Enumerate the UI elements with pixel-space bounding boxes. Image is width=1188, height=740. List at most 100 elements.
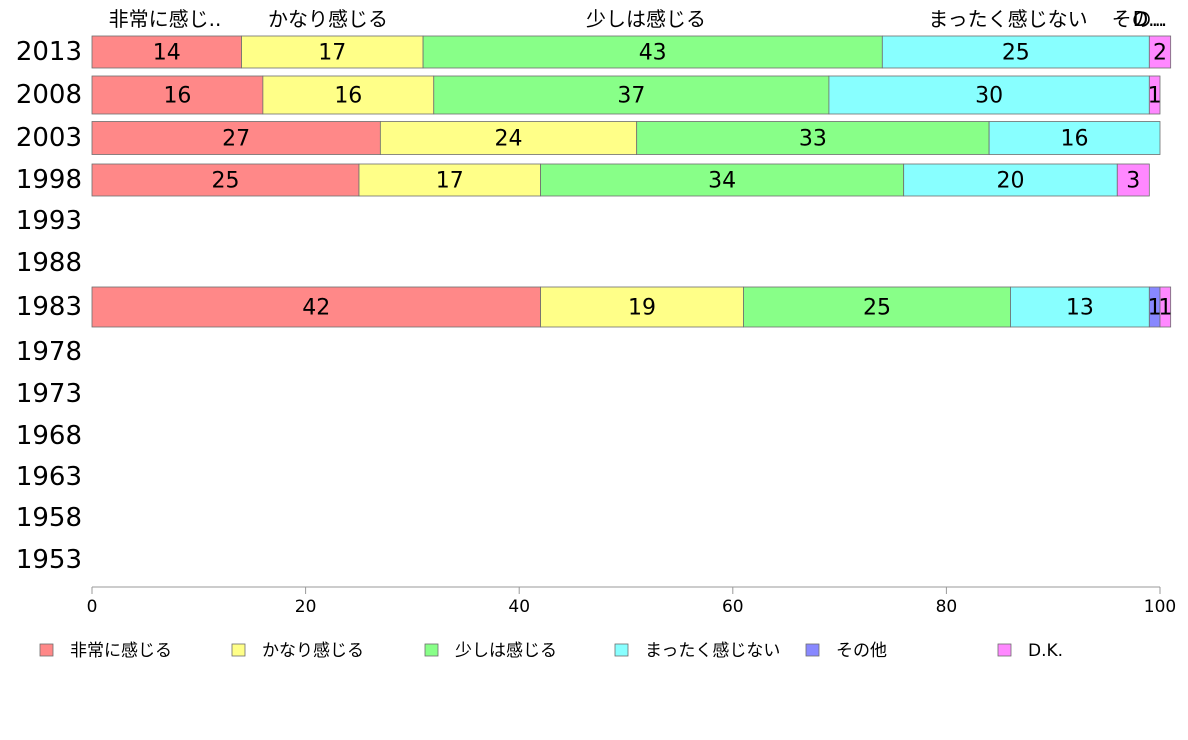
bar-segment-2003-series-3 bbox=[636, 121, 990, 155]
bar-segment-2013-series-6 bbox=[1148, 35, 1172, 69]
bar-segment-2008-series-3 bbox=[433, 75, 830, 115]
bar-segment-1983-series-1 bbox=[91, 286, 541, 328]
legend-swatch-series-6 bbox=[997, 643, 1012, 657]
bar-segment-2003-series-4 bbox=[988, 121, 1161, 155]
legend-swatch-series-5 bbox=[805, 643, 820, 657]
category-label-1973: 1973 bbox=[16, 379, 82, 409]
data-label-2008-series-2: 16 bbox=[334, 84, 362, 109]
bar-segment-2008-series-1 bbox=[91, 75, 264, 115]
data-label-2013-series-1: 14 bbox=[153, 41, 181, 66]
bar-segment-1983-series-6 bbox=[1159, 286, 1172, 328]
legend-swatch-series-3 bbox=[424, 643, 439, 657]
x-tick-label-60: 60 bbox=[722, 597, 744, 617]
category-label-1978: 1978 bbox=[16, 337, 82, 367]
category-label-1983: 1983 bbox=[16, 292, 82, 322]
category-label-1953: 1953 bbox=[16, 545, 82, 575]
category-label-1993: 1993 bbox=[16, 206, 82, 236]
bars-group: 14 17 43 25 2 16 16 37 30 1 27 24 33 16 25 17 34 20 3 42 19 2… bbox=[91, 35, 1172, 328]
bar-segment-2008-series-6 bbox=[1148, 75, 1161, 115]
data-label-1983-series-3: 25 bbox=[863, 296, 891, 321]
category-label-2008: 2008 bbox=[16, 80, 82, 110]
column-header-series-5: その.. bbox=[1112, 7, 1165, 31]
bar-segment-2013-series-3 bbox=[422, 35, 883, 69]
legend-item-series-5: その他 bbox=[805, 641, 887, 661]
bar-row-2003: 27 24 33 16 bbox=[91, 121, 1161, 155]
data-label-2008-series-6: 1 bbox=[1148, 84, 1162, 109]
column-header-series-6: D... bbox=[1133, 7, 1167, 31]
bar-segment-1998-series-1 bbox=[91, 163, 360, 197]
data-label-2008-series-3: 37 bbox=[617, 84, 645, 109]
legend-swatch-series-2 bbox=[231, 643, 246, 657]
bar-segment-2003-series-2 bbox=[379, 121, 638, 155]
x-tick-label-40: 40 bbox=[508, 597, 530, 617]
bar-segment-2008-series-2 bbox=[262, 75, 435, 115]
bar-segment-2013-series-4 bbox=[881, 35, 1150, 69]
x-tick-label-100: 100 bbox=[1144, 597, 1176, 617]
column-header-series-2: かなり感じる bbox=[268, 7, 388, 31]
data-label-2003-series-3: 33 bbox=[799, 127, 827, 152]
x-axis: 0 20 40 60 80 100 bbox=[87, 586, 1176, 617]
bar-segment-1998-series-3 bbox=[540, 163, 905, 197]
data-label-2013-series-6: 2 bbox=[1153, 41, 1167, 66]
category-label-2013: 2013 bbox=[16, 37, 82, 67]
legend-item-series-1: 非常に感じる bbox=[39, 641, 172, 661]
data-label-2003-series-4: 16 bbox=[1061, 127, 1089, 152]
bar-segment-1983-series-4 bbox=[1010, 286, 1150, 328]
column-header-series-3: 少しは感じる bbox=[586, 7, 706, 31]
bar-segment-2013-series-2 bbox=[241, 35, 424, 69]
bar-row-1998: 25 17 34 20 3 bbox=[91, 163, 1150, 197]
data-label-1998-series-6: 3 bbox=[1126, 169, 1140, 194]
x-tick-label-80: 80 bbox=[936, 597, 958, 617]
data-label-2008-series-4: 30 bbox=[975, 84, 1003, 109]
data-label-1983-series-6: 1 bbox=[1158, 296, 1172, 321]
bar-segment-2013-series-1 bbox=[91, 35, 242, 69]
legend-item-series-3: 少しは感じる bbox=[424, 641, 557, 661]
legend-label-series-5: その他 bbox=[836, 641, 887, 661]
legend-item-series-4: まったく感じない bbox=[614, 641, 780, 661]
series-header-group: 非常に感じ.. かなり感じる 少しは感じる まったく感じない その..D... bbox=[109, 7, 1168, 31]
column-header-series-1: 非常に感じ.. bbox=[109, 7, 222, 31]
bar-segment-2008-series-4 bbox=[828, 75, 1150, 115]
legend-label-series-1: 非常に感じる bbox=[70, 641, 172, 661]
bar-row-2013: 14 17 43 25 2 bbox=[91, 35, 1172, 69]
x-tick-label-20: 20 bbox=[295, 597, 317, 617]
data-label-1998-series-2: 17 bbox=[436, 169, 464, 194]
column-header-series-4: まったく感じない bbox=[928, 7, 1087, 31]
data-label-2003-series-2: 24 bbox=[495, 127, 523, 152]
category-label-group: 2013 2008 2003 1998 1993 1988 1983 1978 1973 1968… bbox=[16, 37, 82, 575]
data-label-2008-series-1: 16 bbox=[163, 84, 191, 109]
x-tick-label-0: 0 bbox=[87, 597, 98, 617]
data-label-1983-series-4: 13 bbox=[1066, 296, 1094, 321]
data-label-1998-series-4: 20 bbox=[996, 169, 1024, 194]
legend-label-series-4: まったく感じない bbox=[645, 641, 780, 661]
category-label-1988: 1988 bbox=[16, 248, 82, 278]
data-label-1998-series-1: 25 bbox=[212, 169, 240, 194]
data-label-1983-series-5: 1 bbox=[1148, 296, 1162, 321]
legend: 非常に感じる かなり感じる 少しは感じる まったく感じない その他 D.K. bbox=[39, 641, 1063, 661]
bar-segment-1998-series-6 bbox=[1116, 163, 1150, 197]
data-label-1983-series-1: 42 bbox=[302, 296, 330, 321]
data-label-2013-series-4: 25 bbox=[1002, 41, 1030, 66]
legend-label-series-3: 少しは感じる bbox=[455, 641, 557, 661]
category-label-1963: 1963 bbox=[16, 462, 82, 492]
data-label-1983-series-2: 19 bbox=[628, 296, 656, 321]
legend-swatch-series-1 bbox=[39, 643, 54, 657]
category-label-1998: 1998 bbox=[16, 165, 82, 195]
bar-segment-1998-series-4 bbox=[903, 163, 1118, 197]
data-label-2003-series-1: 27 bbox=[222, 127, 250, 152]
bar-segment-1998-series-2 bbox=[358, 163, 541, 197]
data-label-1998-series-3: 34 bbox=[708, 169, 736, 194]
data-label-2013-series-2: 17 bbox=[318, 41, 346, 66]
data-label-2013-series-3: 43 bbox=[639, 41, 667, 66]
bar-segment-1983-series-2 bbox=[540, 286, 744, 328]
legend-item-series-2: かなり感じる bbox=[231, 641, 364, 661]
bar-row-1983: 42 19 25 13 11 bbox=[91, 286, 1172, 328]
bar-row-2008: 16 16 37 30 1 bbox=[91, 75, 1162, 115]
category-label-2003: 2003 bbox=[16, 123, 82, 153]
legend-item-series-6: D.K. bbox=[997, 641, 1063, 661]
legend-label-series-6: D.K. bbox=[1028, 641, 1063, 661]
legend-swatch-series-4 bbox=[614, 643, 629, 657]
category-label-1968: 1968 bbox=[16, 421, 82, 451]
